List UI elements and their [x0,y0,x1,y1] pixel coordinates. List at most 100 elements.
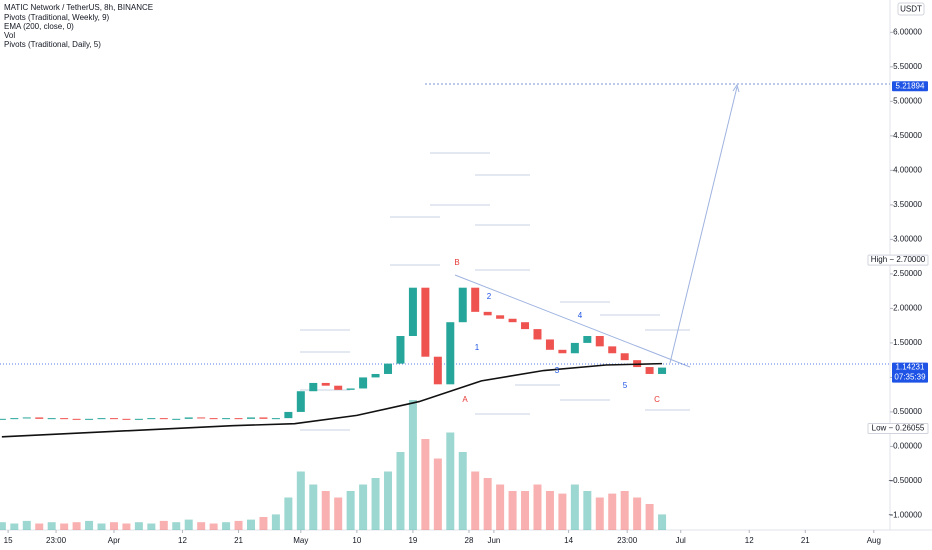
volume-bar [85,520,94,530]
candle [384,363,393,374]
candle [172,418,181,420]
candle [147,418,156,420]
candle [134,418,143,420]
volume-bar [296,471,305,530]
volume-bar [109,522,118,530]
x-tick-label: 28 [465,536,474,545]
volume-bar [346,491,355,530]
candle [521,322,530,330]
x-tick-label: 15 [4,536,13,545]
volume-bar [533,484,542,530]
volume-bar [508,491,517,530]
volume-bar [483,478,492,530]
wave-label: 4 [578,311,583,320]
trend-line [454,274,691,368]
x-tick-label: Jun [487,536,500,545]
volume-bar [134,522,143,530]
y-tick-label: 0.50000 [893,407,922,416]
candle [583,336,592,343]
x-tick-label: Apr [108,536,121,545]
y-tick-label: 1.50000 [893,338,922,347]
x-tick-label: May [293,536,308,545]
candle [508,318,517,323]
candle [458,287,467,323]
volume-bar [271,514,280,530]
candle [10,418,19,420]
y-tick-label: 5.50000 [893,62,922,71]
candle [259,417,268,419]
price-tag [892,362,928,383]
candle [359,377,368,389]
volume-bar [309,484,318,530]
volume-bar [421,439,430,530]
candle [645,367,654,374]
candle [296,391,305,412]
volume-bar [471,471,480,530]
x-tick-label: 23:00 [46,536,67,545]
y-tick-label: 4.50000 [893,131,922,140]
candle [545,339,554,350]
x-tick-label: 21 [801,536,810,545]
x-tick-label: 12 [745,536,754,545]
volume-bar [558,493,567,530]
volume-bar [60,523,69,530]
x-tick-label: 12 [178,536,187,545]
volume-bar [371,478,380,530]
y-tick-label: −1.00000 [888,511,922,520]
candle [570,342,579,354]
candle [658,367,667,374]
price-tag-label: Low − 0.26055 [872,424,925,433]
x-tick-label: 10 [352,536,361,545]
x-tick-label: 19 [408,536,417,545]
volume-bar [47,522,56,530]
candle [197,417,206,419]
candle [421,287,430,357]
wave-label: B [454,258,459,267]
candle [321,382,330,386]
candle [271,418,280,420]
candle [408,287,417,337]
volume-bar [259,517,268,530]
volume-bar [10,523,19,530]
candle [334,385,343,390]
candle [346,388,355,390]
price-tag [867,254,929,266]
price-tag-label: 1.14231 [896,363,925,372]
candle [234,418,243,420]
volume-bar [645,504,654,530]
volume-bar [545,491,554,530]
volume-bar [172,522,181,530]
candle [47,418,56,420]
volume-bar [359,484,368,530]
candle [246,417,255,419]
volume-bar [35,523,44,530]
volume-bar [396,452,405,530]
x-tick-label: 14 [564,536,573,545]
currency-box[interactable] [897,2,925,16]
y-tick-label: −0.50000 [888,476,922,485]
volume-bar [72,522,81,530]
candle [396,336,405,364]
projection-arrow [669,86,738,364]
volume-bar [321,491,330,530]
candle [595,336,604,347]
chart-title: MATIC Network / TetherUS, 8h, BINANCE [4,3,153,12]
currency: USDT [900,5,922,14]
candle [159,418,168,420]
volume-bar [583,491,592,530]
volume-bar [633,497,642,530]
volume-bar [234,520,243,530]
price-tag-time: 07:35:39 [894,373,926,382]
candle [309,382,318,392]
volume-bar [384,471,393,530]
candle [620,353,629,361]
candle [184,417,193,419]
y-tick-label: 2.50000 [893,269,922,278]
wave-label: 3 [555,366,560,375]
candle [85,418,94,420]
candle [209,418,218,420]
price-tag [867,422,929,434]
candle [222,418,231,420]
volume-bar [284,497,293,530]
indicator: Pivots (Traditional, Daily, 5) [4,40,101,49]
